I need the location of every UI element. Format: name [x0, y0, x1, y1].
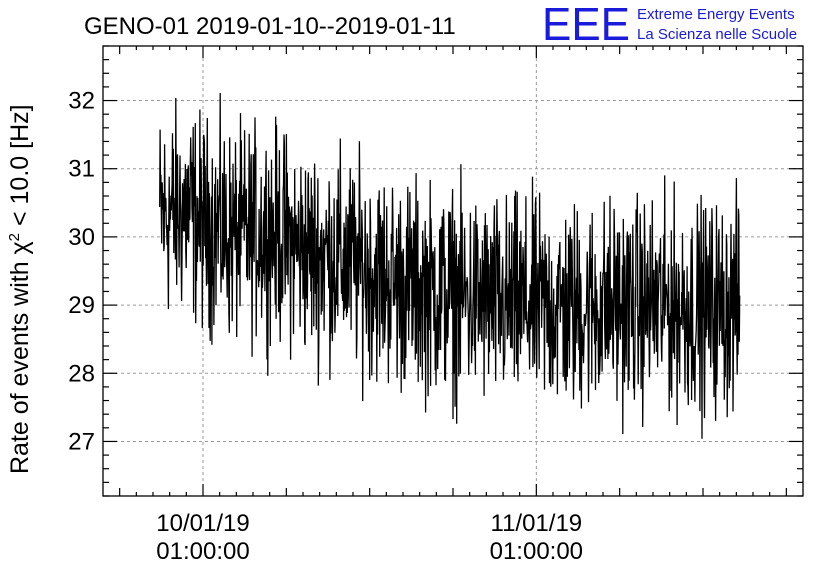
data-series: [159, 92, 741, 439]
x-tick-time: 01:00:00: [490, 538, 583, 565]
y-tick-label: 31: [68, 156, 95, 183]
y-tick-label: 28: [68, 360, 95, 387]
x-tick-date: 10/01/19: [156, 510, 249, 537]
axis-ticks: [103, 45, 803, 497]
y-axis-label: Rate of events with χ2 < 10.0 [Hz]: [6, 104, 34, 474]
y-tick-label: 29: [68, 292, 95, 319]
eee-logo: EEE Extreme Energy Events La Scienza nel…: [542, 0, 797, 50]
x-tick-date: 11/01/19: [491, 510, 583, 537]
logo-letters: EEE: [542, 0, 630, 50]
chart-title: GENO-01 2019-01-10--2019-01-11: [84, 13, 456, 40]
y-tick-labels: 27 28 29 30 31 32: [68, 88, 95, 456]
y-tick-label: 30: [68, 224, 95, 251]
logo-line2: La Scienza nelle Scuole: [637, 26, 797, 43]
series-line: [159, 92, 741, 439]
y-tick-label: 32: [68, 88, 95, 115]
y-tick-label: 27: [68, 428, 95, 455]
x-tick-time: 01:00:00: [156, 538, 249, 565]
logo-line1: Extreme Energy Events: [637, 6, 795, 23]
